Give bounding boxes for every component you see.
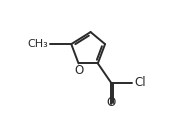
Text: Cl: Cl <box>135 76 146 89</box>
Text: O: O <box>74 64 83 76</box>
Text: O: O <box>106 96 116 109</box>
Text: CH₃: CH₃ <box>28 39 48 49</box>
